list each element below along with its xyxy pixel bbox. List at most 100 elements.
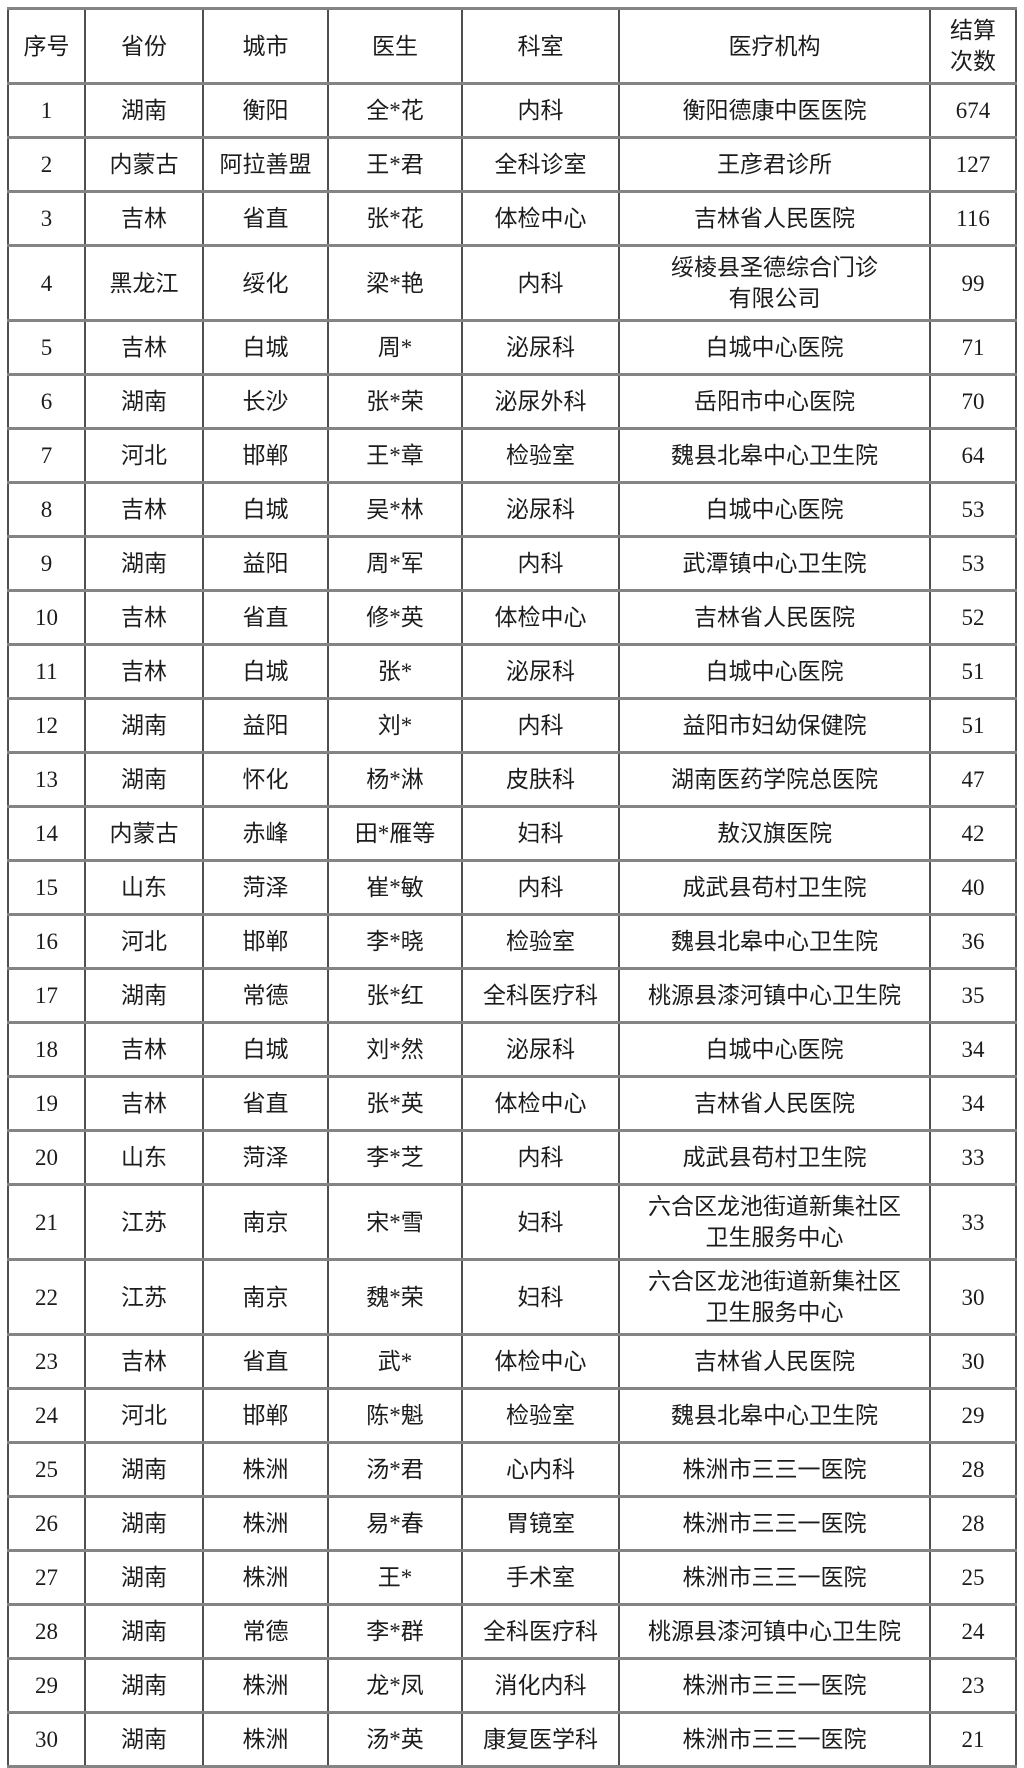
table-row: 20 山东 菏泽 李*芝 内科 成武县苟村卫生院 33 xyxy=(7,1129,1017,1186)
doctor-settlement-table: 序号 省份 城市 医生 科室 医疗机构 结算 次数 1 湖南 衡阳 全*花 内科 衡阳德康… xyxy=(7,7,1017,1768)
cell-department: 手术室 xyxy=(461,1549,620,1606)
cell-doctor: 汤*英 xyxy=(327,1711,463,1768)
cell-department: 泌尿科 xyxy=(461,643,620,700)
cell-index: 6 xyxy=(7,373,86,430)
cell-index: 18 xyxy=(7,1021,86,1078)
table-row: 30 湖南 株洲 汤*英 康复医学科 株洲市三三一医院 21 xyxy=(7,1711,1017,1768)
cell-index: 23 xyxy=(7,1333,86,1390)
cell-city: 邯郸 xyxy=(202,913,329,970)
cell-doctor: 魏*荣 xyxy=(327,1258,463,1336)
cell-index: 15 xyxy=(7,859,86,916)
cell-settlement-count: 33 xyxy=(929,1183,1017,1261)
cell-city: 省直 xyxy=(202,1333,329,1390)
table-body: 1 湖南 衡阳 全*花 内科 衡阳德康中医医院 674 2 内蒙古 阿拉善盟 王*君 全科诊室 王彦君诊… xyxy=(7,82,1017,1768)
cell-index: 7 xyxy=(7,427,86,484)
column-header-province: 省份 xyxy=(84,7,204,85)
cell-department: 体检中心 xyxy=(461,190,620,247)
cell-department: 心内科 xyxy=(461,1441,620,1498)
cell-province: 湖南 xyxy=(84,1657,204,1714)
cell-institution: 武潭镇中心卫生院 xyxy=(618,535,931,592)
table-row: 15 山东 菏泽 崔*敏 内科 成武县苟村卫生院 40 xyxy=(7,859,1017,916)
cell-province: 湖南 xyxy=(84,697,204,754)
cell-doctor: 陈*魁 xyxy=(327,1387,463,1444)
cell-province: 吉林 xyxy=(84,1333,204,1390)
cell-institution: 吉林省人民医院 xyxy=(618,589,931,646)
cell-doctor: 刘* xyxy=(327,697,463,754)
column-header-settlement-count: 结算 次数 xyxy=(929,7,1017,85)
cell-city: 白城 xyxy=(202,643,329,700)
cell-province: 山东 xyxy=(84,859,204,916)
table-row: 8 吉林 白城 吴*林 泌尿科 白城中心医院 53 xyxy=(7,481,1017,538)
cell-city: 株洲 xyxy=(202,1549,329,1606)
cell-institution: 益阳市妇幼保健院 xyxy=(618,697,931,754)
cell-index: 12 xyxy=(7,697,86,754)
cell-settlement-count: 21 xyxy=(929,1711,1017,1768)
cell-city: 衡阳 xyxy=(202,82,329,139)
cell-province: 山东 xyxy=(84,1129,204,1186)
cell-department: 内科 xyxy=(461,82,620,139)
cell-city: 菏泽 xyxy=(202,1129,329,1186)
cell-doctor: 李*晓 xyxy=(327,913,463,970)
table-row: 19 吉林 省直 张*英 体检中心 吉林省人民医院 34 xyxy=(7,1075,1017,1132)
table-row: 13 湖南 怀化 杨*淋 皮肤科 湖南医药学院总医院 47 xyxy=(7,751,1017,808)
table-row: 25 湖南 株洲 汤*君 心内科 株洲市三三一医院 28 xyxy=(7,1441,1017,1498)
cell-index: 5 xyxy=(7,319,86,376)
cell-department: 内科 xyxy=(461,697,620,754)
cell-index: 9 xyxy=(7,535,86,592)
cell-province: 湖南 xyxy=(84,1711,204,1768)
cell-index: 14 xyxy=(7,805,86,862)
cell-institution: 绥棱县圣德综合门诊 有限公司 xyxy=(618,244,931,322)
cell-province: 湖南 xyxy=(84,1603,204,1660)
table-row: 14 内蒙古 赤峰 田*雁等 妇科 敖汉旗医院 42 xyxy=(7,805,1017,862)
cell-settlement-count: 116 xyxy=(929,190,1017,247)
cell-settlement-count: 28 xyxy=(929,1495,1017,1552)
cell-index: 24 xyxy=(7,1387,86,1444)
table-row: 9 湖南 益阳 周*军 内科 武潭镇中心卫生院 53 xyxy=(7,535,1017,592)
table-row: 3 吉林 省直 张*花 体检中心 吉林省人民医院 116 xyxy=(7,190,1017,247)
cell-doctor: 王* xyxy=(327,1549,463,1606)
cell-index: 27 xyxy=(7,1549,86,1606)
cell-institution: 桃源县漆河镇中心卫生院 xyxy=(618,1603,931,1660)
cell-province: 河北 xyxy=(84,1387,204,1444)
cell-doctor: 周*军 xyxy=(327,535,463,592)
cell-city: 长沙 xyxy=(202,373,329,430)
cell-institution: 株洲市三三一医院 xyxy=(618,1549,931,1606)
table-row: 4 黑龙江 绥化 梁*艳 内科 绥棱县圣德综合门诊 有限公司 99 xyxy=(7,244,1017,322)
table-row: 11 吉林 白城 张* 泌尿科 白城中心医院 51 xyxy=(7,643,1017,700)
cell-city: 阿拉善盟 xyxy=(202,136,329,193)
cell-department: 体检中心 xyxy=(461,1075,620,1132)
cell-city: 白城 xyxy=(202,319,329,376)
cell-department: 内科 xyxy=(461,1129,620,1186)
cell-settlement-count: 34 xyxy=(929,1075,1017,1132)
cell-doctor: 龙*凤 xyxy=(327,1657,463,1714)
cell-province: 吉林 xyxy=(84,589,204,646)
table-row: 27 湖南 株洲 王* 手术室 株洲市三三一医院 25 xyxy=(7,1549,1017,1606)
cell-institution: 成武县苟村卫生院 xyxy=(618,1129,931,1186)
table-row: 24 河北 邯郸 陈*魁 检验室 魏县北皋中心卫生院 29 xyxy=(7,1387,1017,1444)
cell-institution: 桃源县漆河镇中心卫生院 xyxy=(618,967,931,1024)
cell-index: 22 xyxy=(7,1258,86,1336)
cell-doctor: 刘*然 xyxy=(327,1021,463,1078)
cell-doctor: 张*英 xyxy=(327,1075,463,1132)
cell-institution: 六合区龙池街道新集社区 卫生服务中心 xyxy=(618,1183,931,1261)
cell-department: 内科 xyxy=(461,535,620,592)
column-header-department: 科室 xyxy=(461,7,620,85)
cell-department: 泌尿科 xyxy=(461,481,620,538)
cell-index: 25 xyxy=(7,1441,86,1498)
cell-doctor: 田*雁等 xyxy=(327,805,463,862)
cell-index: 30 xyxy=(7,1711,86,1768)
cell-province: 吉林 xyxy=(84,1021,204,1078)
cell-department: 妇科 xyxy=(461,1183,620,1261)
table-row: 29 湖南 株洲 龙*凤 消化内科 株洲市三三一医院 23 xyxy=(7,1657,1017,1714)
table-row: 2 内蒙古 阿拉善盟 王*君 全科诊室 王彦君诊所 127 xyxy=(7,136,1017,193)
cell-institution: 王彦君诊所 xyxy=(618,136,931,193)
cell-doctor: 张*红 xyxy=(327,967,463,1024)
cell-doctor: 武* xyxy=(327,1333,463,1390)
cell-department: 全科医疗科 xyxy=(461,1603,620,1660)
column-header-city: 城市 xyxy=(202,7,329,85)
cell-index: 19 xyxy=(7,1075,86,1132)
cell-settlement-count: 24 xyxy=(929,1603,1017,1660)
cell-department: 消化内科 xyxy=(461,1657,620,1714)
cell-index: 21 xyxy=(7,1183,86,1261)
